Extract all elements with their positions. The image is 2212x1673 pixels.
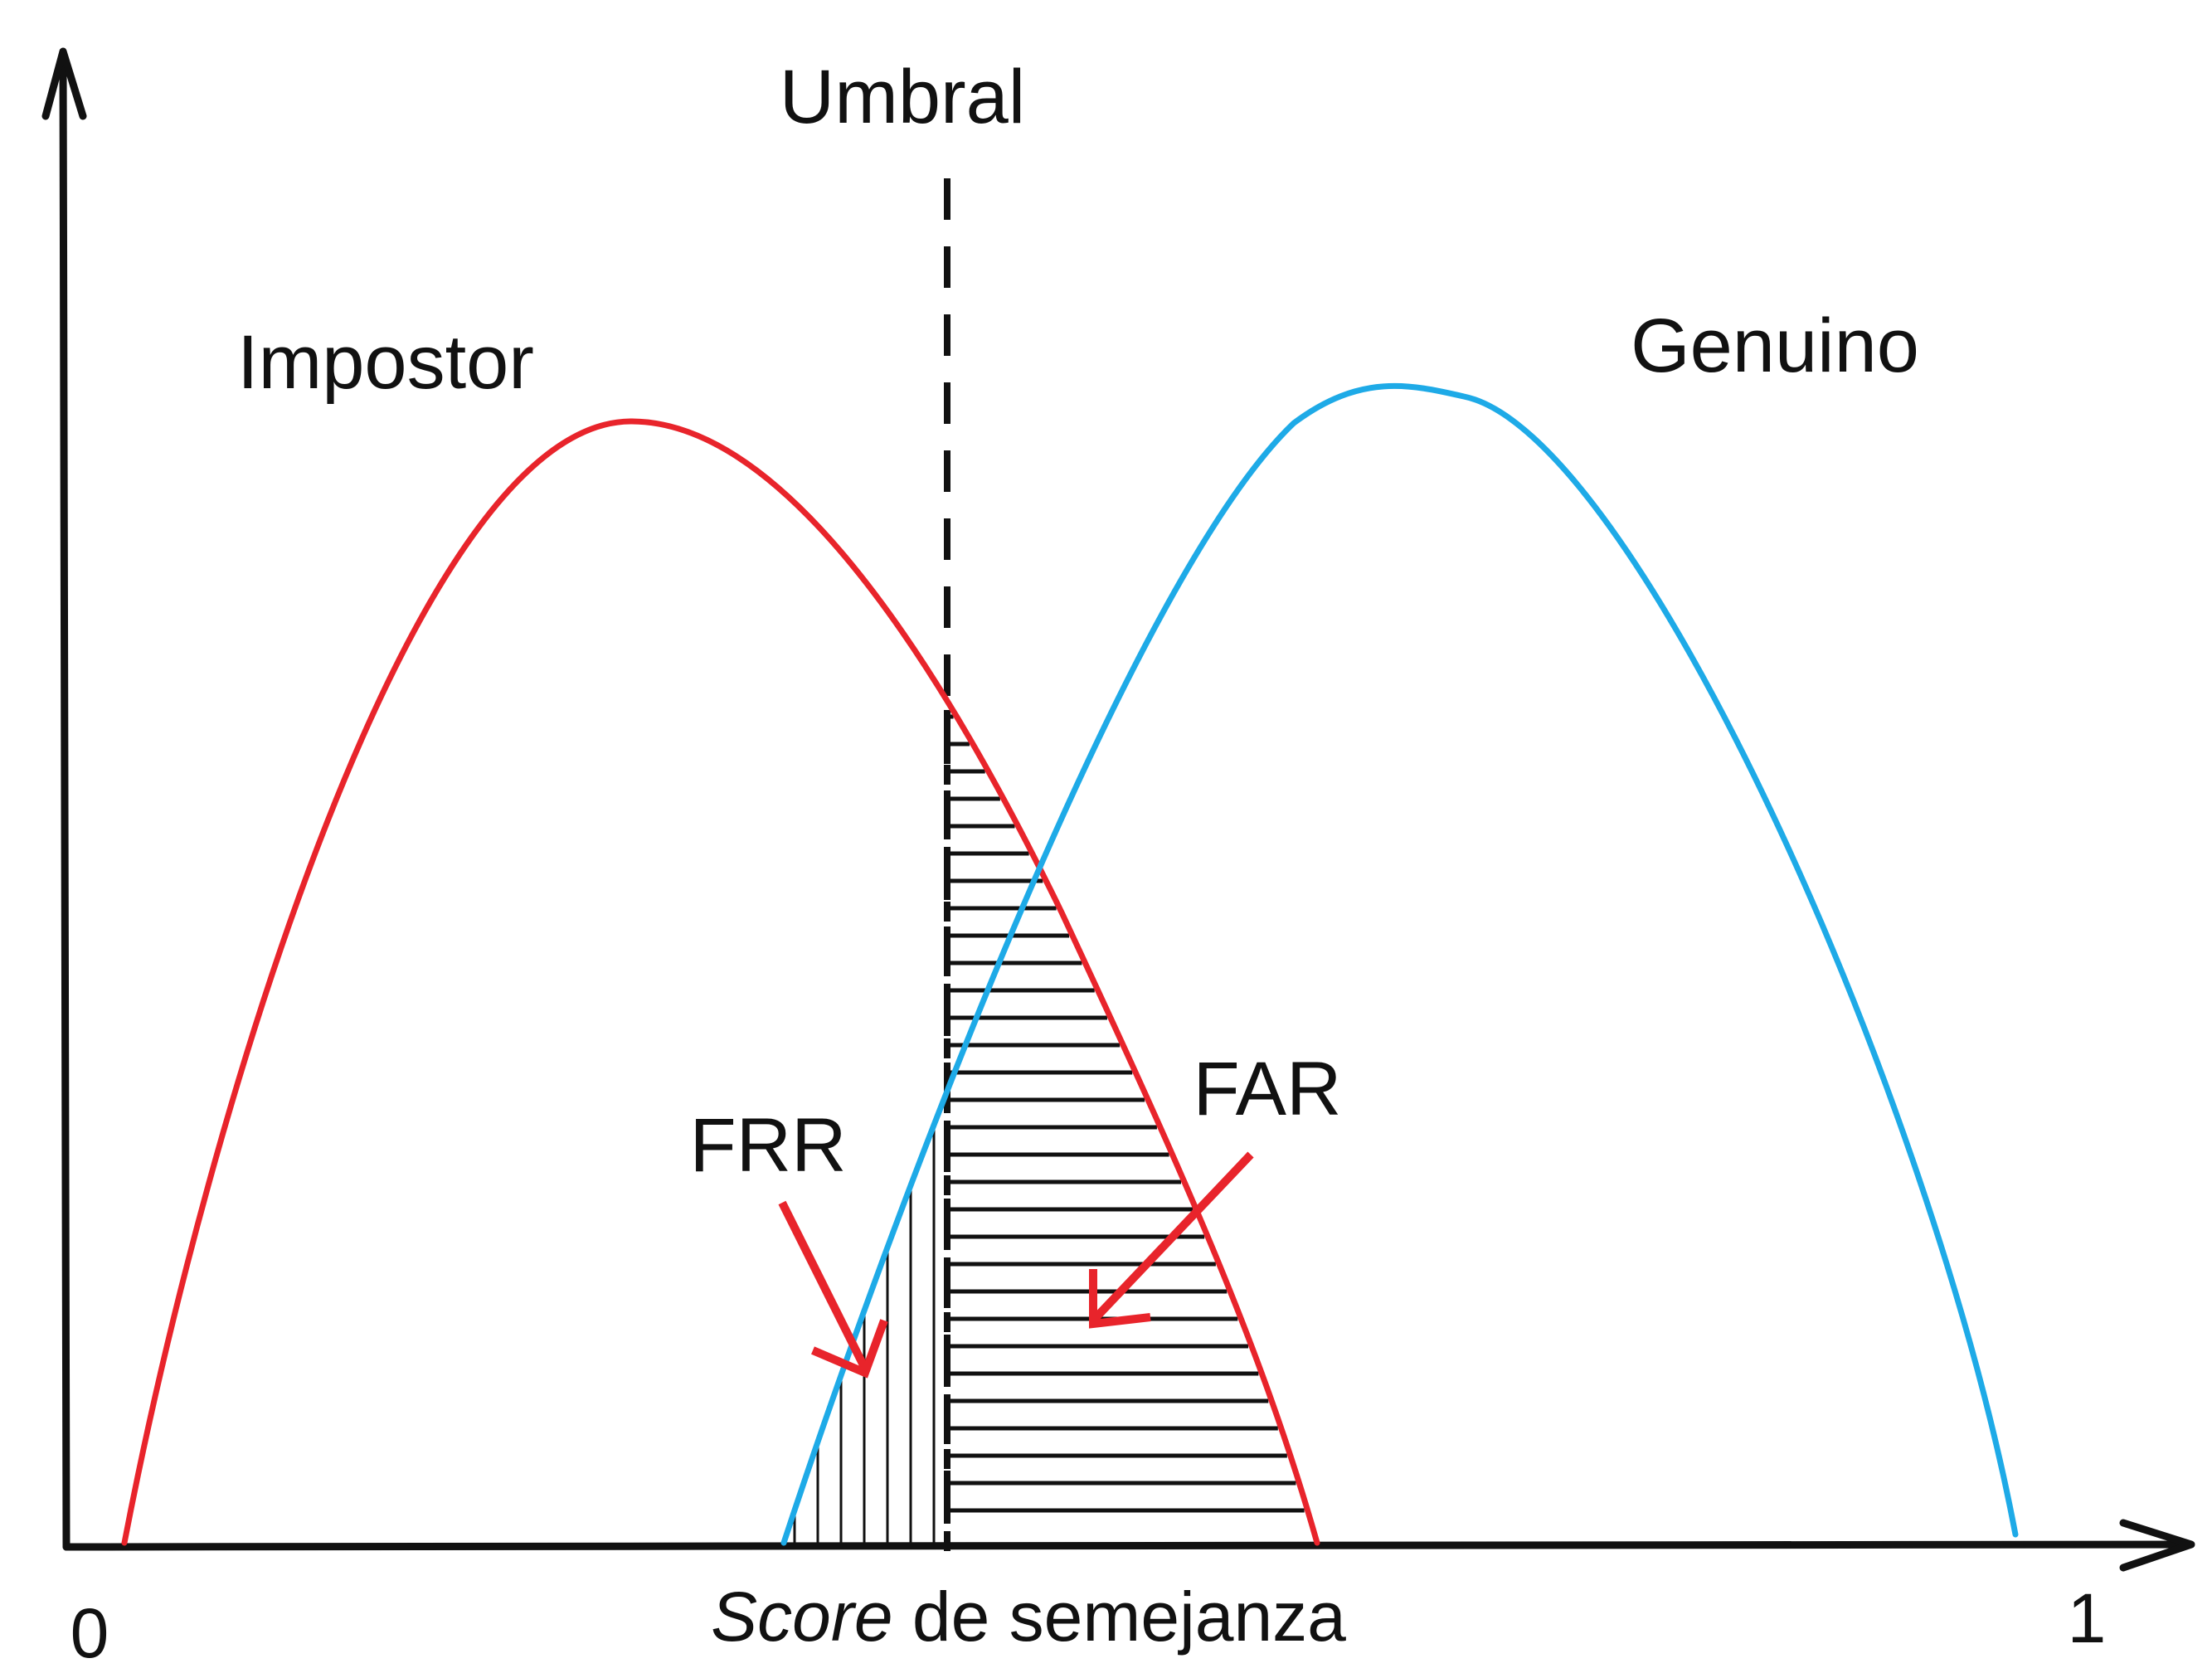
genuine-curve bbox=[780, 382, 2019, 1546]
x-axis-max-label: 1 bbox=[2068, 1579, 2107, 1657]
x-axis-line bbox=[62, 1540, 2194, 1551]
far-label: FAR bbox=[1194, 1047, 1342, 1131]
axes bbox=[41, 47, 2195, 1572]
impostor-curve bbox=[121, 418, 1320, 1546]
x-axis-title-rest: de semejanza bbox=[893, 1578, 1347, 1656]
y-axis-arrowhead bbox=[41, 47, 87, 120]
far-arrow bbox=[1089, 1151, 1254, 1329]
genuine-label: Genuino bbox=[1631, 304, 1919, 388]
impostor-label: Impostor bbox=[237, 320, 534, 405]
x-axis-arrowhead bbox=[2119, 1519, 2195, 1572]
x-axis-title: Score de semejanza bbox=[711, 1578, 1346, 1656]
frr-label: FRR bbox=[689, 1103, 846, 1188]
x-axis-min-label: 0 bbox=[70, 1594, 109, 1672]
frr-hatched-region bbox=[793, 1128, 936, 1543]
threshold-label: Umbral bbox=[780, 55, 1025, 139]
x-axis-title-italic: Score bbox=[711, 1578, 892, 1656]
y-axis-line bbox=[59, 54, 70, 1551]
frr-arrow bbox=[778, 1200, 888, 1379]
